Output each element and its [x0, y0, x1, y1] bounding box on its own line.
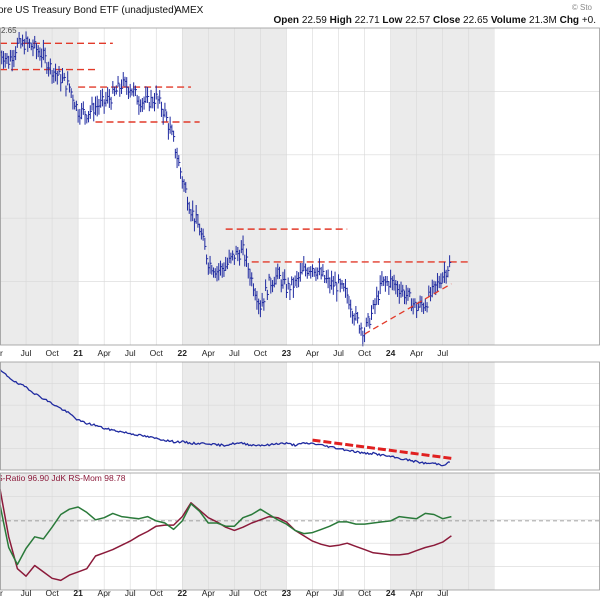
quote-value: +0. — [582, 15, 596, 26]
x-axis-label: Jul — [21, 348, 32, 358]
x-axis-label: Oct — [150, 588, 164, 598]
x-axis-label: r — [0, 348, 3, 358]
quote-value: 22.71 — [355, 15, 380, 26]
x-axis-label: Oct — [254, 588, 268, 598]
rs-mom-series — [0, 503, 452, 566]
last-price-label: 2.65 — [1, 26, 17, 35]
x-axis-label: Apr — [410, 348, 423, 358]
chart-title: ore US Treasury Bond ETF (unadjusted) — [0, 5, 177, 16]
quote-value: 22.57 — [405, 15, 430, 26]
price-trendline — [364, 283, 452, 335]
rs-downtrend-line — [312, 438, 452, 460]
x-axis-label: Apr — [202, 348, 215, 358]
price-panel — [0, 31, 469, 347]
x-axis-label: Jul — [333, 588, 344, 598]
watermark: © Sto — [572, 3, 593, 12]
x-axis-label: 22 — [178, 588, 188, 598]
exchange-label: AMEX — [175, 5, 204, 16]
x-axis-label: Jul — [229, 348, 240, 358]
rrg-legend: S-Ratio 96.90 JdK RS-Mom 98.78 — [0, 473, 126, 483]
x-axis-label: Apr — [306, 588, 319, 598]
rrg-indicator-panel: S-Ratio 96.90 JdK RS-Mom 98.78 — [0, 473, 600, 582]
quote-summary: Open 22.59 High 22.71 Low 22.57 Close 22… — [273, 15, 596, 26]
x-axis-label: 21 — [73, 348, 83, 358]
x-axis-label: Jul — [125, 348, 136, 358]
x-axis-label: Jul — [437, 348, 448, 358]
quote-label: Open — [273, 15, 301, 26]
alternating-year-shading — [0, 28, 495, 590]
x-axis-label: Oct — [358, 588, 372, 598]
quote-label: High — [327, 15, 355, 26]
quote-label: Close — [430, 15, 463, 26]
x-axis-label: 23 — [282, 588, 292, 598]
year-shade — [0, 28, 79, 345]
x-axis-label: Apr — [98, 588, 111, 598]
quote-value: 21.3M — [529, 15, 557, 26]
x-axis-label: 22 — [178, 348, 188, 358]
x-axis-label: 23 — [282, 348, 292, 358]
gridlines — [0, 28, 600, 590]
x-axis-label: 24 — [386, 588, 396, 598]
year-shade — [0, 362, 79, 470]
quote-label: Volume — [488, 15, 529, 26]
quote-value: 22.59 — [302, 15, 327, 26]
x-axis-label: Jul — [437, 588, 448, 598]
x-axis-label: Oct — [45, 348, 59, 358]
relative-strength-panel — [0, 369, 452, 467]
year-shade — [0, 473, 79, 590]
chart-header: ore US Treasury Bond ETF (unadjusted) AM… — [0, 3, 596, 35]
x-axis-label: Jul — [21, 588, 32, 598]
x-axis-label: Apr — [410, 588, 423, 598]
rs-ratio-series — [0, 488, 452, 582]
x-axis-label: Jul — [125, 588, 136, 598]
x-axis-label: Jul — [333, 348, 344, 358]
x-axis-label: 24 — [386, 348, 396, 358]
x-axis-label: Apr — [202, 588, 215, 598]
x-axis-label: Oct — [150, 348, 164, 358]
panel-border — [0, 361, 600, 471]
quote-label: Chg — [557, 15, 582, 26]
panel-border — [0, 27, 600, 346]
x-axis-labels: r r Jul Jul Oct Oct 21 21 Apr Apr Jul Jul Oct Oct 22 22… — [0, 348, 448, 598]
x-axis-label: Apr — [306, 348, 319, 358]
x-axis-label: 21 — [73, 588, 83, 598]
rs-line-series — [0, 369, 451, 467]
x-axis-label: r — [0, 588, 3, 598]
x-axis-label: Apr — [98, 348, 111, 358]
quote-value: 22.65 — [463, 15, 488, 26]
x-axis-label: Jul — [229, 588, 240, 598]
x-axis-label: Oct — [254, 348, 268, 358]
x-axis-label: Oct — [45, 588, 59, 598]
x-axis-label: Oct — [358, 348, 372, 358]
quote-label: Low — [380, 15, 406, 26]
